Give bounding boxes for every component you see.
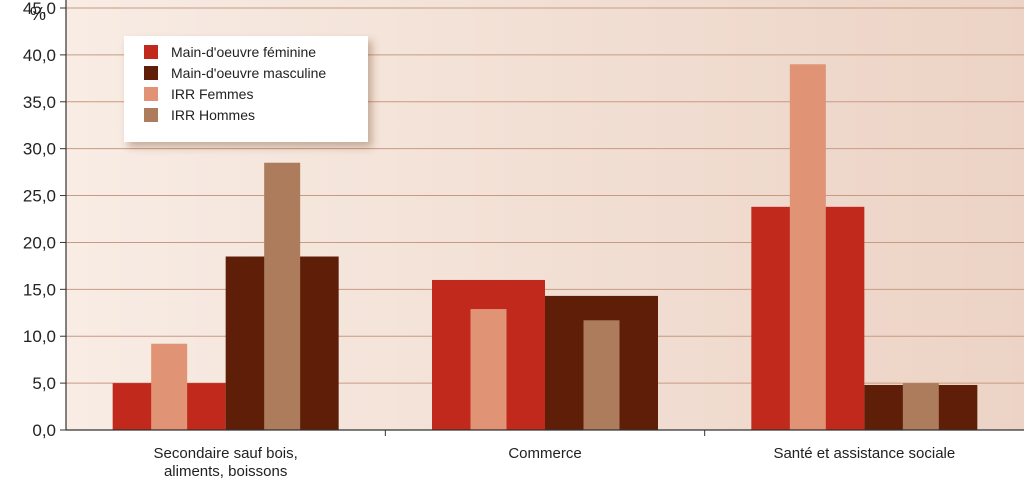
y-tick-label: 20,0 (23, 233, 56, 252)
legend-label: Main-d'oeuvre féminine (171, 44, 316, 60)
bar-irr-femmes (470, 309, 507, 430)
y-tick-label: 35,0 (23, 93, 56, 112)
y-tick-label: 15,0 (23, 280, 56, 299)
y-tick-label: 10,0 (23, 327, 56, 346)
y-tick-label: 45,0 (23, 0, 56, 18)
legend-label: IRR Femmes (171, 86, 253, 102)
bar-irr-femmes (151, 343, 188, 430)
bar-irr-hommes (583, 320, 620, 430)
legend-items: Main-d'oeuvre féminine Main-d'oeuvre masc… (144, 44, 326, 123)
legend-swatch (144, 87, 158, 101)
y-tick-label: 5,0 (32, 374, 56, 393)
bar-irr-hommes (902, 383, 939, 430)
legend-label: Main-d'oeuvre masculine (171, 65, 326, 81)
legend (124, 36, 368, 142)
y-tick-label: 0,0 (32, 421, 56, 440)
bar-irr-femmes (789, 64, 826, 431)
legend-swatch (144, 66, 158, 80)
bars (112, 64, 978, 431)
legend-box (124, 36, 368, 142)
legend-label: IRR Hommes (171, 107, 255, 123)
y-unit-label: % (30, 4, 46, 24)
y-tick-labels: 0,0 5,0 10,0 15,0 20,0 25,0 30,0 35,0 40,0 45,0 (23, 0, 56, 440)
y-tick-label: 40,0 (23, 46, 56, 65)
y-tick-label: 30,0 (23, 140, 56, 159)
y-tick-label: 25,0 (23, 187, 56, 206)
bar-irr-hommes (264, 162, 301, 430)
axes (65, 0, 1024, 436)
category-label: Commerce (508, 445, 581, 462)
category-label: Santé et assistance sociale (773, 445, 955, 462)
legend-swatch (144, 108, 158, 122)
category-label: Secondaire sauf bois, (154, 445, 298, 462)
legend-swatch (144, 45, 158, 59)
category-label: aliments, boissons (164, 463, 287, 480)
category-labels: Secondaire sauf bois,aliments, boissons C… (154, 445, 956, 480)
